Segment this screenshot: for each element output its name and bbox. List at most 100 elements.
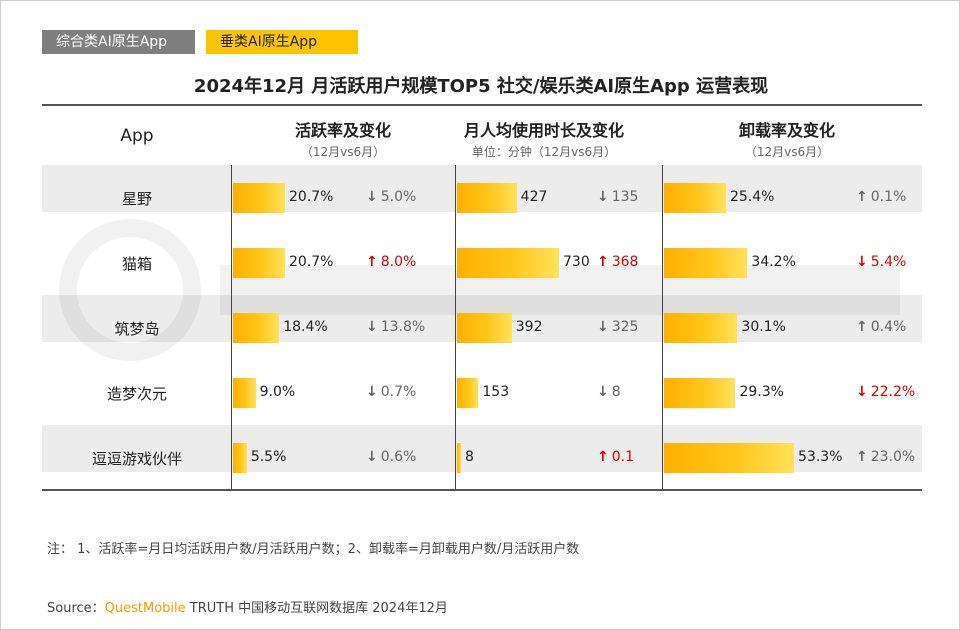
uninstall-value-label: 30.1% — [741, 318, 786, 335]
uninstall-value-label: 34.2% — [751, 253, 796, 270]
usage-change-value: 368 — [611, 253, 639, 270]
uninstall-change-value: 5.4% — [870, 253, 907, 270]
column-header-uninstall-sub: （12月vs6月） — [744, 145, 830, 159]
activity-bar — [233, 182, 285, 213]
uninstall-bar — [664, 312, 738, 343]
activity-change-value: 8.0% — [380, 253, 417, 270]
column-header-uninstall-label: 卸载率及变化 — [738, 121, 835, 140]
arrow-down-icon: ↓ — [366, 448, 378, 465]
uninstall-change-value: 0.1% — [870, 188, 907, 205]
app-name: 造梦次元 — [106, 384, 167, 403]
usage-value-label: 8 — [465, 448, 474, 465]
usage-bar — [457, 312, 512, 343]
uninstall-bar — [664, 442, 794, 473]
usage-value-label: 427 — [520, 188, 548, 205]
arrow-down-icon: ↓ — [856, 383, 868, 400]
column-header-activity: 活跃率及变化 （12月vs6月） — [232, 117, 454, 160]
source-brand: QuestMobile — [104, 601, 186, 616]
activity-change-value: 13.8% — [380, 318, 426, 335]
uninstall-bar — [664, 377, 736, 408]
uninstall-change: ↓ 5.4% — [856, 254, 906, 270]
usage-value-label: 730 — [563, 253, 590, 270]
arrow-up-icon: ↑ — [597, 253, 609, 270]
usage-bar — [457, 377, 479, 408]
footnote: 注： 1、活跃率=月日均活跃用户数/月活跃用户数；2、卸载率=月卸载用户数/月活… — [47, 542, 580, 557]
source-text: TRUTH 中国移动互联网数据库 2024年12月 — [189, 601, 448, 616]
usage-change-value: 8 — [611, 383, 621, 400]
usage-change-value: 0.1 — [611, 448, 634, 465]
uninstall-change-value: 23.0% — [870, 448, 916, 465]
activity-change-value: 5.0% — [380, 188, 417, 205]
uninstall-value-label: 25.4% — [729, 188, 775, 205]
usage-change-value: 325 — [611, 318, 639, 335]
app-name: 逗逗游戏伙伴 — [91, 449, 182, 468]
uninstall-change-value: 22.2% — [870, 383, 916, 400]
table-top-rule — [42, 104, 922, 106]
activity-value-label: 5.5% — [250, 448, 287, 465]
arrow-up-icon: ↑ — [597, 448, 609, 465]
usage-change: ↓ 8 — [597, 384, 621, 400]
activity-bar — [233, 312, 280, 343]
usage-change: ↓ 325 — [597, 319, 638, 335]
activity-value-label: 20.7% — [289, 253, 334, 270]
usage-change-value: 135 — [611, 188, 639, 205]
app-name: 猫箱 — [121, 254, 152, 273]
arrow-down-icon: ↓ — [597, 318, 609, 335]
app-name: 星野 — [121, 189, 152, 208]
arrow-up-icon: ↑ — [856, 448, 868, 465]
uninstall-change: ↓ 22.2% — [856, 384, 915, 400]
column-header-activity-label: 活跃率及变化 — [294, 121, 391, 140]
column-divider-2 — [455, 165, 456, 490]
source-label: Source： — [47, 601, 105, 616]
activity-value-label: 18.4% — [283, 318, 328, 335]
arrow-down-icon: ↓ — [366, 383, 378, 400]
uninstall-bar — [664, 182, 726, 213]
arrow-up-icon: ↑ — [856, 188, 868, 205]
arrow-up-icon: ↑ — [366, 253, 378, 270]
column-header-app-label: App — [120, 126, 154, 146]
activity-change: ↓ 5.0% — [366, 189, 416, 205]
arrow-up-icon: ↑ — [856, 318, 868, 335]
activity-bar — [233, 442, 247, 473]
usage-bar — [457, 247, 559, 278]
column-header-usage-label: 月人均使用时长及变化 — [463, 121, 624, 140]
uninstall-value-label: 29.3% — [739, 383, 784, 400]
source-line: Source：QuestMobile TRUTH 中国移动互联网数据库 2024… — [47, 597, 448, 616]
activity-change: ↓ 13.8% — [366, 319, 425, 335]
column-divider-3 — [662, 165, 663, 490]
column-header-app: App — [42, 126, 232, 146]
arrow-down-icon: ↓ — [597, 383, 609, 400]
activity-change: ↓ 0.7% — [366, 384, 416, 400]
column-header-activity-sub: （12月vs6月） — [300, 145, 386, 159]
uninstall-change: ↑ 0.4% — [856, 319, 906, 335]
usage-value-label: 392 — [515, 318, 543, 335]
arrow-down-icon: ↓ — [856, 253, 868, 270]
arrow-down-icon: ↓ — [366, 318, 378, 335]
uninstall-bar — [664, 247, 748, 278]
activity-value-label: 9.0% — [259, 383, 296, 400]
usage-bar — [457, 182, 517, 213]
tab-vertical-ai-apps[interactable]: 垂类AI原生App — [206, 30, 358, 54]
column-header-uninstall: 卸载率及变化 （12月vs6月） — [662, 117, 912, 160]
column-divider-1 — [231, 165, 232, 490]
tab-general-ai-apps[interactable]: 综合类AI原生App — [42, 30, 195, 54]
uninstall-change: ↑ 0.1% — [856, 189, 906, 205]
activity-bar — [233, 247, 285, 278]
activity-bar — [233, 377, 256, 408]
activity-value-label: 20.7% — [289, 188, 334, 205]
column-header-usage-sub: 单位：分钟（12月vs6月） — [471, 145, 617, 159]
uninstall-change-value: 0.4% — [870, 318, 907, 335]
uninstall-change: ↑ 23.0% — [856, 449, 915, 465]
arrow-down-icon: ↓ — [366, 188, 378, 205]
usage-change: ↑ 0.1 — [597, 449, 634, 465]
activity-change-value: 0.7% — [380, 383, 417, 400]
usage-change: ↓ 135 — [597, 189, 638, 205]
chart-title: 2024年12月 月活跃用户规模TOP5 社交/娱乐类AI原生App 运营表现 — [193, 76, 769, 97]
app-name: 筑梦岛 — [114, 319, 160, 338]
activity-change: ↑ 8.0% — [366, 254, 416, 270]
activity-change: ↓ 0.6% — [366, 449, 416, 465]
usage-bar — [457, 442, 461, 473]
usage-change: ↑ 368 — [597, 254, 638, 270]
table-bottom-rule — [42, 489, 922, 491]
column-header-usage: 月人均使用时长及变化 单位：分钟（12月vs6月） — [444, 117, 644, 160]
